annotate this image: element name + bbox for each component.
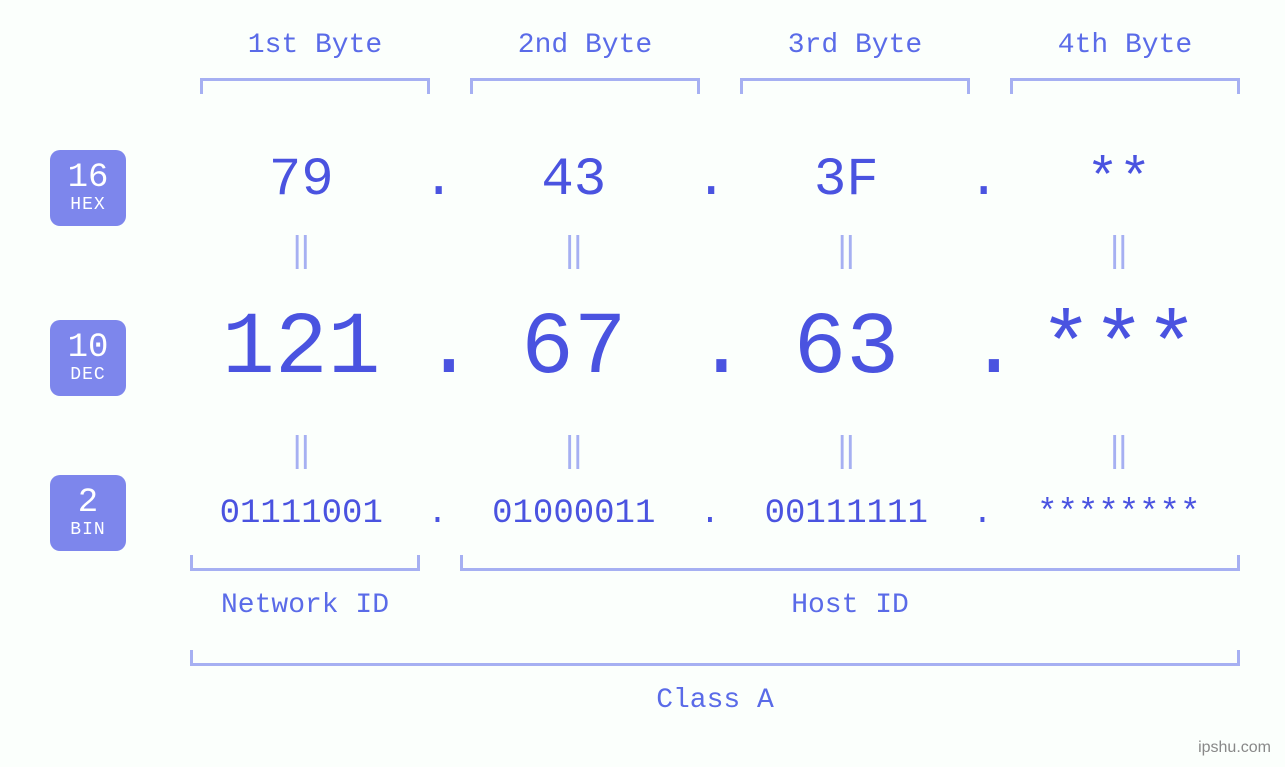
badge-label: HEX: [70, 196, 105, 215]
byte-header-4: 4th Byte: [1010, 30, 1240, 61]
equals-glyph: ‖: [180, 230, 423, 272]
separator-dot: .: [423, 300, 453, 399]
bin-byte-3: 00111111: [725, 495, 968, 533]
equals-glyph: ‖: [725, 230, 968, 272]
equals-glyph: ‖: [453, 230, 696, 272]
equals-glyph: ‖: [998, 230, 1241, 272]
hex-byte-3: 3F: [725, 150, 968, 211]
separator-dot: .: [695, 495, 725, 533]
base-badge-bin: 2BIN: [50, 475, 126, 551]
separator-dot: .: [695, 150, 725, 211]
equals-glyph: ‖: [725, 430, 968, 472]
bin-byte-1: 01111001: [180, 495, 423, 533]
separator-dot: .: [968, 300, 998, 399]
hex-byte-1: 79: [180, 150, 423, 211]
separator-dot: .: [423, 495, 453, 533]
equals-glyph: ‖: [180, 430, 423, 472]
dec-byte-1: 121: [180, 300, 423, 399]
class-bracket: [190, 650, 1240, 666]
equals-row-2: ‖ ‖ ‖ ‖: [180, 430, 1240, 472]
byte-bracket-3: [740, 78, 970, 94]
separator-dot: .: [695, 300, 725, 399]
bin-row: 01111001.01000011.00111111.********: [180, 495, 1240, 533]
byte-header-3: 3rd Byte: [740, 30, 970, 61]
dec-byte-2: 67: [453, 300, 696, 399]
byte-header-2: 2nd Byte: [470, 30, 700, 61]
dec-row: 121.67.63.***: [180, 300, 1240, 399]
host-label: Host ID: [700, 590, 1000, 621]
bin-byte-2: 01000011: [453, 495, 696, 533]
separator-dot: .: [968, 150, 998, 211]
watermark: ipshu.com: [1198, 739, 1271, 757]
byte-bracket-1: [200, 78, 430, 94]
dec-byte-4: ***: [998, 300, 1241, 399]
byte-bracket-2: [470, 78, 700, 94]
byte-header-1: 1st Byte: [200, 30, 430, 61]
badge-label: DEC: [70, 366, 105, 385]
badge-number: 10: [68, 331, 109, 367]
badge-number: 16: [68, 161, 109, 197]
hex-byte-2: 43: [453, 150, 696, 211]
equals-glyph: ‖: [998, 430, 1241, 472]
separator-dot: .: [423, 150, 453, 211]
badge-number: 2: [78, 486, 98, 522]
network-bracket: [190, 555, 420, 571]
network-label: Network ID: [155, 590, 455, 621]
class-label: Class A: [565, 685, 865, 716]
base-badge-dec: 10DEC: [50, 320, 126, 396]
separator-dot: .: [968, 495, 998, 533]
equals-glyph: ‖: [453, 430, 696, 472]
base-badge-hex: 16HEX: [50, 150, 126, 226]
hex-row: 79.43.3F.**: [180, 150, 1240, 211]
bin-byte-4: ********: [998, 495, 1241, 533]
equals-row-1: ‖ ‖ ‖ ‖: [180, 230, 1240, 272]
hex-byte-4: **: [998, 150, 1241, 211]
byte-bracket-4: [1010, 78, 1240, 94]
dec-byte-3: 63: [725, 300, 968, 399]
host-bracket: [460, 555, 1240, 571]
badge-label: BIN: [70, 521, 105, 540]
